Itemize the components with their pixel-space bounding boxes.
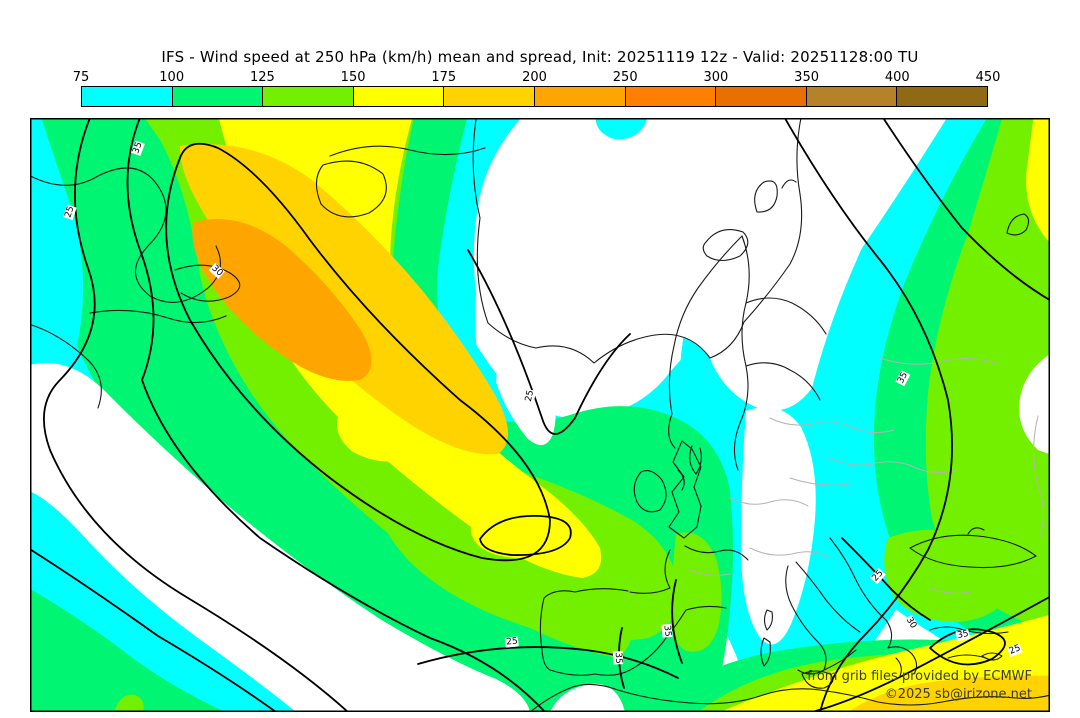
band-200-250 [192, 219, 372, 381]
colorbar-tick: 75 [72, 70, 90, 85]
colorbar-tick: 450 [975, 70, 1001, 85]
calm-white-regions [30, 118, 1050, 712]
colorbar-segment [625, 87, 717, 106]
credit-source: from grib files provided by ECMWF [807, 669, 1032, 684]
colorbar-segment [353, 87, 445, 106]
colorbar-tick: 300 [703, 70, 729, 85]
map-frame [30, 118, 1050, 712]
map-canvas [30, 118, 1050, 712]
colorbar-segment [263, 87, 354, 106]
colorbar-tick: 200 [522, 70, 547, 85]
colorbar-tick: 100 [159, 70, 185, 85]
contour-label: 25 [504, 636, 520, 648]
colorbar-segment [172, 87, 264, 106]
contour-label: 35 [612, 651, 624, 665]
colorbar: 75 100 125 150 175 200 250 300 350 400 450 [73, 70, 1001, 108]
country-borders [689, 357, 1045, 594]
colorbar-tick: 400 [884, 70, 910, 85]
coastlines [30, 118, 1050, 712]
spread-contours [30, 118, 1050, 712]
colorbar-tick-labels: 75 100 125 150 175 200 250 300 350 400 450 [73, 70, 1001, 85]
contour-label: 35 [661, 623, 673, 639]
colorbar-tick: 125 [249, 70, 275, 85]
colorbar-segment [716, 87, 807, 106]
cyan-top-pocket [595, 118, 648, 140]
wind-speed-map: 35 25 30 25 35 35 25 35 25 30 35 25 from grib files… [30, 118, 1050, 712]
colorbar-segment [82, 87, 173, 106]
colorbar-segment [806, 87, 898, 106]
colorbar-tick: 250 [612, 70, 638, 85]
credit-copyright: ©2025 sb@irizone.net [884, 687, 1032, 702]
chart-title: IFS - Wind speed at 250 hPa (km/h) mean … [161, 48, 919, 66]
band-175-200 [179, 144, 1050, 712]
colorbar-segment [534, 87, 626, 106]
colorbar-tick: 350 [794, 70, 820, 85]
colorbar-scale [81, 86, 988, 107]
colorbar-tick: 175 [431, 70, 457, 85]
colorbar-tick: 150 [340, 70, 366, 85]
colorbar-segment [444, 87, 535, 106]
colorbar-segment [897, 87, 987, 106]
